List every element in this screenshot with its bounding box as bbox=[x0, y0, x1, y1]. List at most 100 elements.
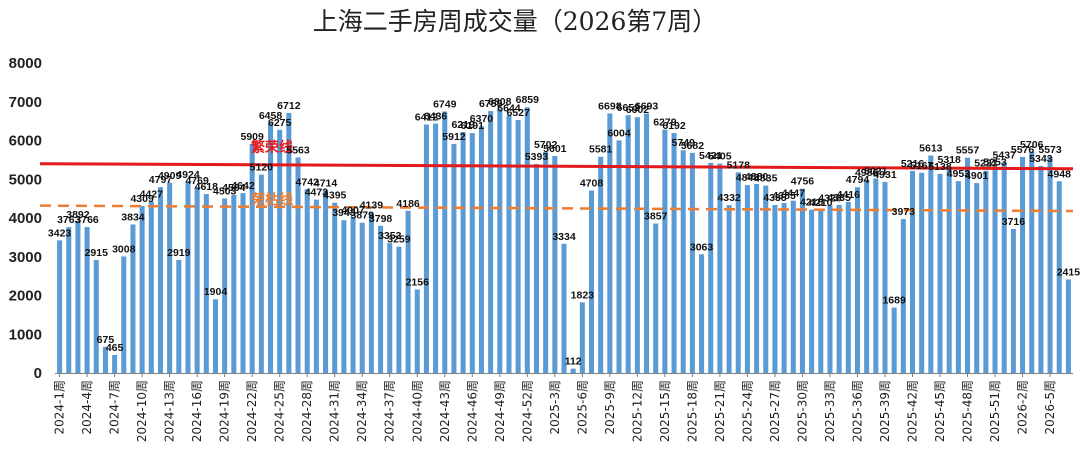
bar bbox=[735, 172, 741, 373]
data-label: 1904 bbox=[204, 286, 228, 298]
x-tick-label: 2024-40周 bbox=[410, 380, 424, 442]
bar bbox=[66, 227, 72, 373]
bar bbox=[579, 302, 585, 373]
bar bbox=[378, 225, 384, 373]
data-label: 4007 bbox=[341, 205, 365, 217]
bar bbox=[928, 155, 934, 373]
x-tick-label: 2024-16周 bbox=[190, 380, 204, 442]
data-label: 4835 bbox=[754, 173, 778, 185]
bar bbox=[533, 164, 539, 373]
bar bbox=[607, 113, 613, 373]
x-tick-label: 2025-48周 bbox=[961, 380, 975, 442]
data-label: 5405 bbox=[708, 151, 732, 163]
data-label: 4642 bbox=[231, 180, 255, 192]
bar bbox=[185, 182, 191, 373]
bar bbox=[919, 172, 925, 373]
data-label: 4594 bbox=[222, 182, 246, 194]
data-label: 5573 bbox=[1038, 144, 1062, 156]
data-label: 4186 bbox=[396, 198, 420, 210]
data-label: 6219 bbox=[451, 119, 475, 131]
data-label: 6698 bbox=[598, 100, 622, 112]
x-tick-label: 2024-4周 bbox=[80, 380, 94, 435]
bar bbox=[112, 354, 118, 373]
data-label: 5421 bbox=[699, 150, 723, 162]
data-label: 4797 bbox=[149, 174, 173, 186]
bar bbox=[277, 129, 283, 373]
bar bbox=[671, 133, 677, 373]
reference-line-label: 繁荣线 bbox=[250, 139, 293, 156]
bar bbox=[634, 117, 640, 373]
data-label: 4427 bbox=[140, 188, 164, 200]
x-axis: 2024-1周 2024-4周 2024-7周 2024-10周 2024-13周 202… bbox=[53, 373, 1073, 442]
data-label: 6412 bbox=[415, 112, 439, 124]
data-label: 6749 bbox=[433, 98, 457, 110]
bar bbox=[258, 174, 264, 373]
bar bbox=[827, 205, 833, 373]
data-label: 6808 bbox=[488, 96, 512, 108]
x-tick-label: 2025-45周 bbox=[933, 380, 947, 442]
y-tick-label: 3000 bbox=[9, 249, 42, 266]
bar bbox=[809, 209, 815, 373]
bar bbox=[946, 166, 952, 373]
bar bbox=[744, 185, 750, 373]
data-label: 6859 bbox=[516, 94, 540, 106]
x-tick-label: 2025-27周 bbox=[768, 380, 782, 442]
data-label: 5682 bbox=[681, 140, 705, 152]
bar bbox=[414, 289, 420, 373]
data-label: 5576 bbox=[1011, 144, 1035, 156]
data-label: 4309 bbox=[130, 193, 154, 205]
data-label: 3008 bbox=[112, 243, 136, 255]
x-tick-label: 2025-9周 bbox=[603, 380, 617, 435]
data-label: 6652 bbox=[617, 102, 641, 114]
x-tick-label: 2025-51周 bbox=[988, 380, 1002, 442]
x-tick-label: 2025-36周 bbox=[850, 380, 864, 442]
bar bbox=[295, 157, 301, 373]
bar bbox=[1010, 229, 1016, 373]
bar bbox=[653, 223, 659, 373]
x-tick-label: 2024-34周 bbox=[355, 380, 369, 442]
bar bbox=[754, 183, 760, 373]
bar bbox=[332, 202, 338, 373]
bar bbox=[543, 152, 549, 373]
bar bbox=[84, 227, 90, 373]
bar bbox=[799, 188, 805, 373]
data-label: 3063 bbox=[690, 241, 714, 253]
data-label: 4714 bbox=[314, 177, 338, 189]
x-tick-label: 2024-10周 bbox=[135, 380, 149, 442]
data-label: 3353 bbox=[378, 230, 402, 242]
data-label: 1689 bbox=[882, 295, 906, 307]
bar bbox=[1029, 151, 1035, 373]
x-tick-label: 2024-52周 bbox=[520, 380, 534, 442]
bar bbox=[1038, 165, 1044, 373]
y-tick-label: 4000 bbox=[9, 210, 42, 227]
data-label: 4953 bbox=[947, 168, 971, 180]
data-label: 5120 bbox=[250, 162, 274, 174]
data-label: 4924 bbox=[176, 169, 200, 181]
bar bbox=[836, 205, 842, 373]
data-label: 5343 bbox=[1029, 153, 1053, 165]
bar bbox=[433, 123, 439, 373]
x-tick-label: 2024-43周 bbox=[438, 380, 452, 442]
bar bbox=[882, 181, 888, 373]
x-tick-label: 2025-21周 bbox=[713, 380, 727, 442]
data-label: 6279 bbox=[653, 117, 677, 129]
data-label: 3892 bbox=[66, 209, 90, 221]
x-tick-label: 2025-3周 bbox=[548, 380, 562, 435]
bar bbox=[451, 143, 457, 373]
bar bbox=[93, 260, 99, 373]
data-label: 6192 bbox=[662, 120, 686, 132]
data-label: 4848 bbox=[736, 172, 760, 184]
data-label: 4503 bbox=[213, 186, 237, 198]
bar bbox=[983, 170, 989, 373]
data-label: 4794 bbox=[846, 174, 870, 186]
data-label: 4210 bbox=[809, 197, 833, 209]
bar bbox=[588, 190, 595, 373]
bar bbox=[974, 183, 980, 373]
data-label: 5221 bbox=[974, 158, 998, 170]
y-tick-label: 1000 bbox=[9, 326, 42, 343]
reference-line bbox=[39, 162, 1074, 171]
bar bbox=[1056, 181, 1062, 373]
bar bbox=[469, 133, 475, 373]
x-tick-label: 2024-1周 bbox=[53, 380, 67, 435]
data-label: 465 bbox=[106, 342, 124, 354]
